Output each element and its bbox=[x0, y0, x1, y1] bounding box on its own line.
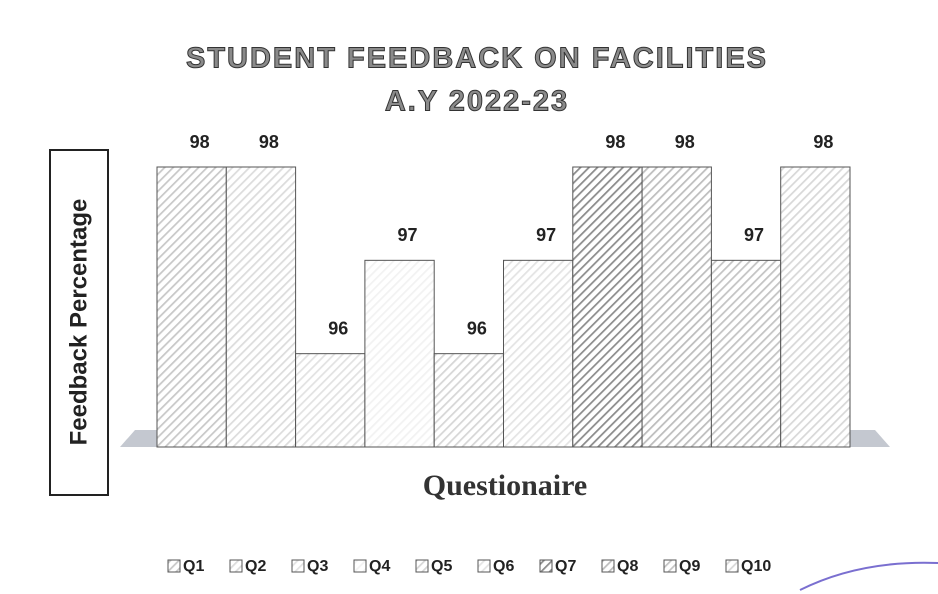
value-label: 98 bbox=[190, 132, 210, 152]
stamp bbox=[799, 561, 938, 591]
bar bbox=[572, 166, 643, 448]
y-label-box bbox=[49, 149, 109, 496]
legend-label: Q2 bbox=[245, 558, 266, 575]
bar bbox=[710, 259, 782, 448]
bar bbox=[156, 166, 227, 448]
legend-label: Q9 bbox=[679, 558, 700, 575]
bar bbox=[295, 353, 366, 448]
legend-label: Q3 bbox=[307, 558, 328, 575]
legend-swatch bbox=[725, 559, 739, 573]
value-label: 98 bbox=[259, 132, 279, 152]
legend-label: Q4 bbox=[369, 558, 390, 575]
legend-label: Q7 bbox=[555, 558, 576, 575]
legend-label: Q6 bbox=[493, 558, 514, 575]
value-label: 96 bbox=[328, 318, 348, 338]
bar bbox=[780, 166, 851, 448]
x-axis-label: Questionaire bbox=[423, 469, 587, 502]
legend-label: Q8 bbox=[617, 558, 638, 575]
legend-swatch bbox=[415, 559, 429, 573]
legend-swatch bbox=[353, 559, 367, 573]
legend-swatch bbox=[601, 559, 615, 573]
legend-swatch bbox=[477, 559, 491, 573]
value-label: 96 bbox=[467, 318, 487, 338]
chart-title: STUDENT FEEDBACK ON FACILITIES bbox=[186, 43, 768, 75]
bar bbox=[433, 353, 505, 448]
bar bbox=[641, 166, 712, 448]
y-axis-label: Feedback Percentage bbox=[65, 199, 92, 446]
chart-subtitle: A.Y 2022-23 bbox=[385, 86, 569, 118]
bar bbox=[364, 259, 435, 448]
value-label: 97 bbox=[398, 225, 418, 245]
bar bbox=[225, 166, 297, 448]
legend-swatch bbox=[291, 559, 305, 573]
value-label: 97 bbox=[744, 225, 764, 245]
bar bbox=[503, 259, 574, 448]
legend-label: Q5 bbox=[431, 558, 452, 575]
value-label: 97 bbox=[536, 225, 556, 245]
legend-swatch bbox=[167, 559, 181, 573]
value-label: 98 bbox=[813, 132, 833, 152]
legend-swatch bbox=[539, 559, 553, 573]
legend-swatch bbox=[663, 559, 677, 573]
legend-label: Q10 bbox=[741, 558, 771, 575]
legend-swatch bbox=[229, 559, 243, 573]
value-label: 98 bbox=[675, 132, 695, 152]
value-label: 98 bbox=[605, 132, 625, 152]
legend-label: Q1 bbox=[183, 558, 204, 575]
